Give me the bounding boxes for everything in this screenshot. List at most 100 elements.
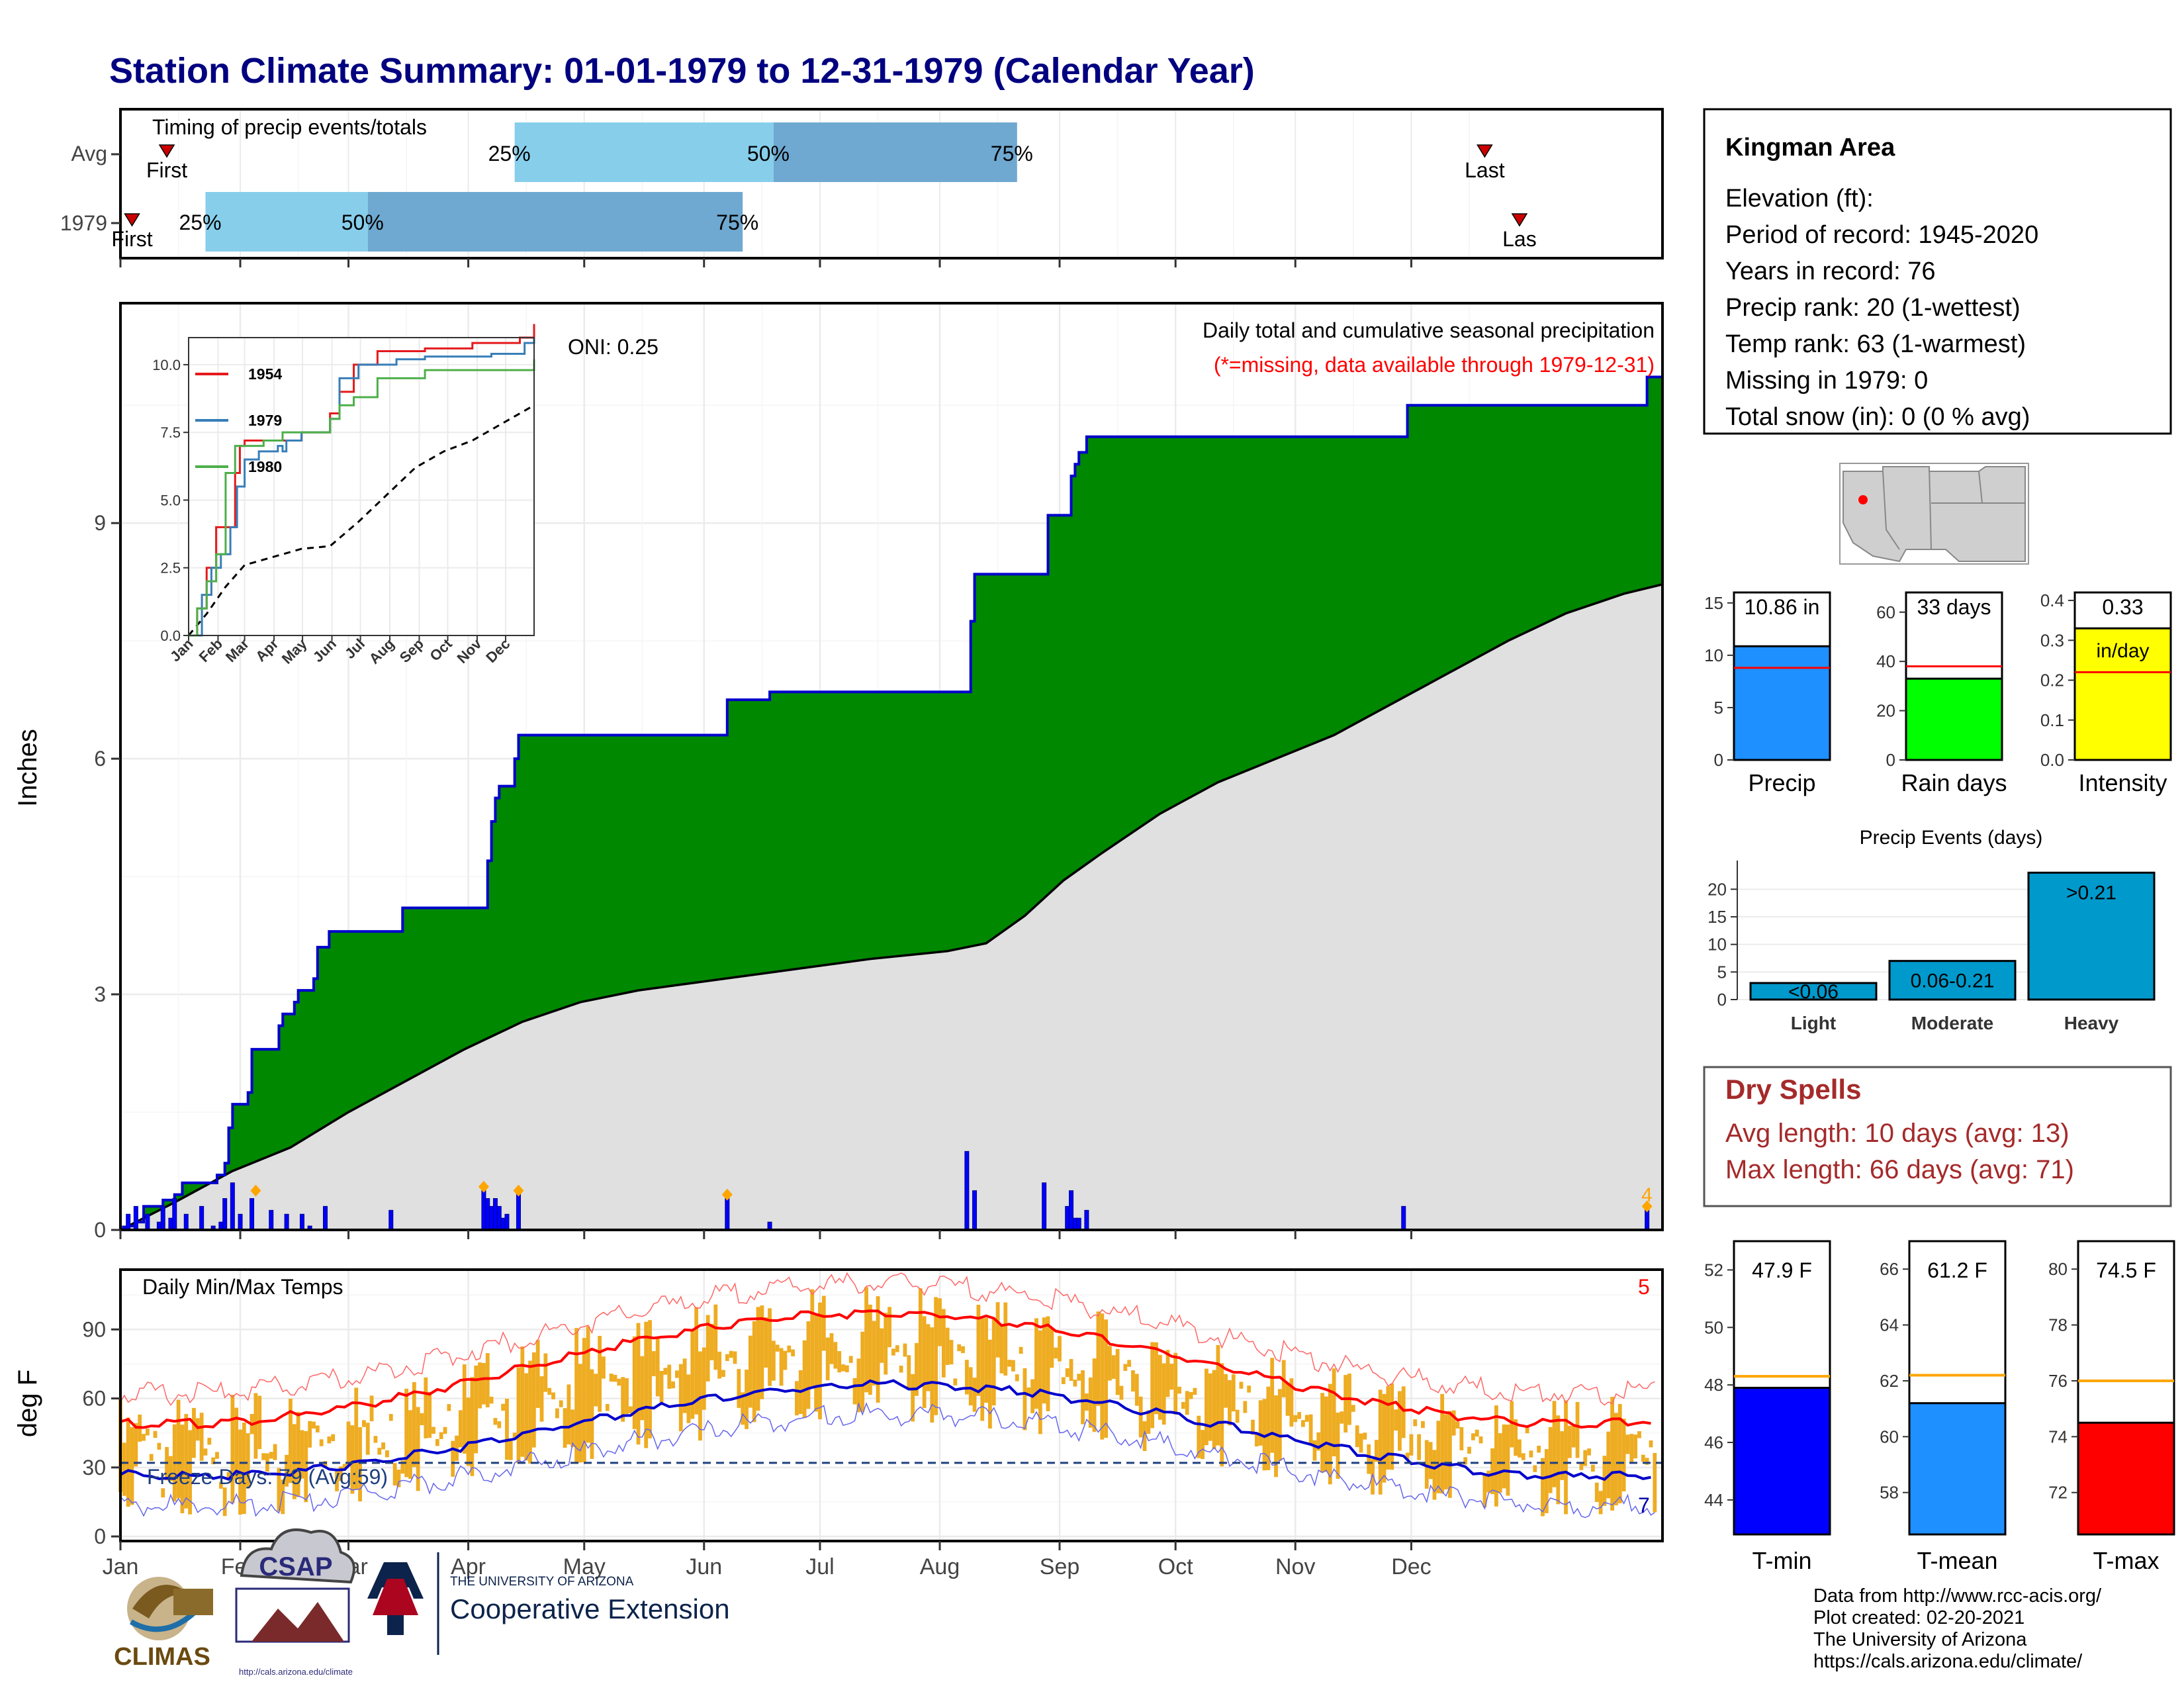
temp-daily-band xyxy=(1216,1344,1220,1446)
temp-daily-band xyxy=(222,1487,227,1517)
temp-daily-band xyxy=(1583,1450,1588,1466)
oni-label: ONI: 0.25 xyxy=(568,335,659,359)
climas-logo: CLIMAS xyxy=(114,1577,213,1671)
temp-daily-band xyxy=(1401,1386,1406,1438)
temp-daily-band xyxy=(745,1370,749,1429)
temp-daily-band xyxy=(1444,1414,1448,1489)
temp-daily-band xyxy=(644,1321,649,1448)
temp-daily-band xyxy=(698,1351,702,1441)
temp-daily-band xyxy=(802,1340,807,1419)
daily-precip-bar xyxy=(299,1213,304,1231)
temp-daily-band xyxy=(1506,1425,1510,1496)
temp-daily-band xyxy=(895,1345,899,1352)
temp-daily-band xyxy=(659,1370,664,1403)
temp-daily-band xyxy=(1340,1411,1344,1424)
temp-daily-band xyxy=(1645,1458,1649,1465)
timing-last-marker xyxy=(1511,213,1528,227)
temp-daily-band xyxy=(516,1367,521,1464)
temp-daily-band xyxy=(964,1360,969,1395)
temp-daily-band xyxy=(768,1308,772,1386)
temp-daily-band xyxy=(1440,1393,1445,1494)
temp-ytick-label: 30 xyxy=(82,1456,106,1479)
temp-daily-band xyxy=(876,1296,880,1403)
temp-daily-band xyxy=(1258,1400,1263,1446)
temp-count-lo: 7 xyxy=(1638,1493,1650,1517)
temp-daily-band xyxy=(1115,1348,1120,1395)
temp-daily-band xyxy=(1521,1453,1525,1460)
temp-daily-band xyxy=(594,1374,598,1407)
temp-daily-band xyxy=(474,1365,478,1454)
temp-daily-band xyxy=(1123,1364,1128,1372)
temp-summary-ytick-label: 50 xyxy=(1704,1317,1723,1337)
temp-daily-band xyxy=(1193,1387,1197,1395)
temp-daily-band xyxy=(485,1353,490,1408)
temp-daily-band xyxy=(350,1425,355,1494)
temp-daily-band xyxy=(972,1378,977,1412)
temp-daily-band xyxy=(285,1454,289,1487)
station-location-marker xyxy=(1858,495,1868,504)
temp-daily-band xyxy=(501,1403,506,1411)
temp-daily-band xyxy=(1312,1440,1317,1461)
record-max-line xyxy=(120,1272,1655,1406)
temp-daily-band xyxy=(655,1338,660,1397)
temp-daily-band xyxy=(377,1448,382,1455)
temp-daily-band xyxy=(161,1488,165,1498)
temp-daily-band xyxy=(729,1350,733,1358)
temp-daily-band xyxy=(543,1353,548,1392)
temp-daily-band xyxy=(1007,1360,1012,1367)
missing-marker xyxy=(250,1184,261,1197)
record-min-line xyxy=(120,1402,1655,1519)
daily-precip-bar xyxy=(133,1205,138,1231)
temp-summary-ytick-label: 62 xyxy=(1880,1371,1899,1391)
temp-daily-band xyxy=(578,1364,582,1463)
temp-daily-band xyxy=(1541,1458,1545,1517)
temp-daily-band xyxy=(169,1456,173,1481)
temp-daily-band xyxy=(690,1329,695,1419)
temp-daily-band xyxy=(157,1442,161,1450)
temp-daily-band xyxy=(122,1442,126,1496)
temp-daily-band xyxy=(1065,1368,1069,1378)
missing-marker xyxy=(1641,1200,1653,1213)
temp-daily-band xyxy=(605,1403,610,1411)
temp-daily-band xyxy=(1038,1330,1042,1434)
daily-precip-bar xyxy=(168,1217,173,1231)
temp-daily-band xyxy=(833,1342,838,1369)
summary-bar-Rain days xyxy=(1905,677,2003,761)
temp-ylabel: deg F xyxy=(13,1370,42,1437)
events-ytick-label: 0 xyxy=(1717,990,1727,1009)
temp-daily-band xyxy=(385,1450,389,1458)
daily-precip-bar xyxy=(489,1205,494,1231)
summary-value-label: 0.33 xyxy=(2102,595,2143,619)
temp-daily-band xyxy=(1617,1403,1622,1503)
temp-daily-band xyxy=(1525,1426,1529,1434)
temp-daily-band xyxy=(1201,1430,1205,1460)
temp-daily-band xyxy=(289,1398,293,1483)
temp-daily-band xyxy=(388,1414,393,1421)
temp-daily-band xyxy=(462,1364,467,1454)
events-ytick-label: 20 xyxy=(1707,879,1727,899)
temp-daily-band xyxy=(1019,1346,1023,1354)
temp-daily-band xyxy=(1058,1336,1062,1362)
temp-summary-ytick-label: 44 xyxy=(1704,1490,1723,1510)
temp-daily-band xyxy=(439,1432,443,1439)
temp-daily-band xyxy=(346,1421,351,1467)
temp-daily-band xyxy=(1518,1439,1522,1458)
temp-daily-band xyxy=(338,1466,343,1481)
temp-daily-band xyxy=(1274,1395,1278,1477)
temp-daily-band xyxy=(1150,1342,1155,1429)
summary-value-label: 10.86 in xyxy=(1745,595,1820,619)
summary-ytick-label: 0 xyxy=(1714,750,1723,770)
csap-url: http://cals.arizona.edu/climate xyxy=(239,1667,353,1677)
temp-daily-band xyxy=(1374,1440,1379,1462)
summary-ytick-label: 0.4 xyxy=(2040,590,2064,610)
temp-daily-band xyxy=(880,1328,884,1363)
temp-ytick-label: 0 xyxy=(94,1524,106,1548)
temp-daily-band xyxy=(153,1430,158,1438)
dry-spells-box: Dry Spells Avg length: 10 days (avg: 13)… xyxy=(1703,1066,2172,1207)
temp-daily-band xyxy=(199,1413,204,1461)
temp-daily-band xyxy=(995,1302,1000,1358)
temp-daily-band xyxy=(915,1342,919,1396)
temp-daily-band xyxy=(887,1307,891,1348)
summary-ytick-label: 20 xyxy=(1876,701,1895,721)
temp-daily-band xyxy=(369,1395,374,1422)
